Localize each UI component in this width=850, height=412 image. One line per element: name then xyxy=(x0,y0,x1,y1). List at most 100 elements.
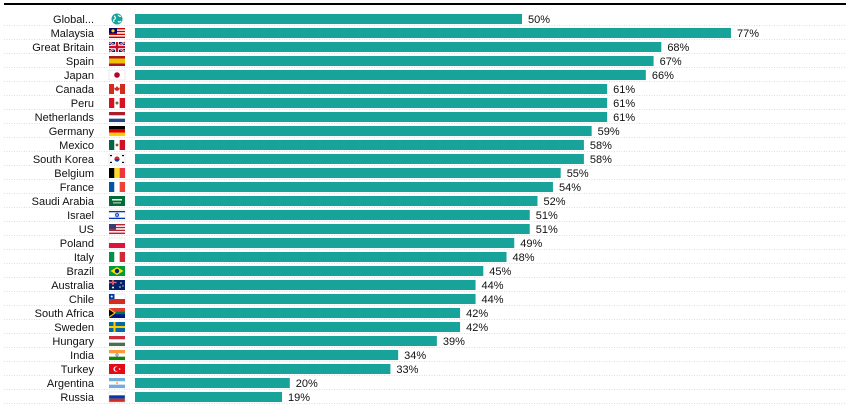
flag-italy-icon xyxy=(109,252,126,262)
category-label: Saudi Arabia xyxy=(32,196,95,208)
category-label: Sweden xyxy=(54,322,94,334)
chart-row-peru: Peru 61% xyxy=(4,98,846,110)
bar-mexico xyxy=(135,140,584,150)
chart-row-netherlands: Netherlands 61% xyxy=(4,112,846,124)
bar-israel xyxy=(135,210,530,220)
flag-sweden-icon xyxy=(109,322,125,332)
bar-australia xyxy=(135,280,476,290)
bar-netherlands xyxy=(135,112,608,122)
value-label: 20% xyxy=(296,378,318,390)
chart-row-israel: Israel 51% xyxy=(4,209,846,222)
value-label: 58% xyxy=(590,154,612,166)
flag-argentina-icon xyxy=(109,378,125,389)
chart-row-poland: Poland 49% xyxy=(4,237,846,250)
category-label: Russia xyxy=(60,392,95,404)
flag-japan-icon xyxy=(108,69,126,81)
category-label: Germany xyxy=(49,126,95,138)
category-label: Israel xyxy=(67,210,94,222)
value-label: 68% xyxy=(667,42,689,54)
chart-row-turkey: Turkey 33% xyxy=(4,364,846,376)
value-label: 45% xyxy=(489,266,511,278)
bar-hungary xyxy=(135,336,437,346)
flag-mexico-icon xyxy=(109,140,126,150)
value-label: 61% xyxy=(613,84,635,96)
category-label: US xyxy=(79,224,94,236)
category-label: Malaysia xyxy=(51,28,95,40)
category-label: Global... xyxy=(53,14,94,26)
category-label: Netherlands xyxy=(35,112,95,124)
flag-hungary-icon xyxy=(109,336,125,347)
chart-row-us: US 51% xyxy=(4,224,846,236)
category-label: Japan xyxy=(64,70,94,82)
chart-row-hungary: Hungary 39% xyxy=(4,336,846,348)
chart-row-malaysia: Malaysia 77% xyxy=(4,28,846,40)
bar-sweden xyxy=(135,322,461,332)
value-label: 39% xyxy=(443,336,465,348)
value-label: 51% xyxy=(536,210,558,222)
chart-row-south-africa: South Africa 42% xyxy=(4,308,846,320)
chart-row-mexico: Mexico 58% xyxy=(4,140,846,152)
category-label: South Korea xyxy=(33,154,95,166)
flag-russia-icon xyxy=(108,391,126,403)
bar-us xyxy=(135,224,530,234)
bar-chile xyxy=(135,294,476,304)
bar-poland xyxy=(135,238,515,248)
bar-south-korea xyxy=(135,154,584,164)
flag-us-icon xyxy=(109,224,125,235)
value-label: 51% xyxy=(536,224,558,236)
chart-row-saudi-arabia: Saudi Arabia 52% xyxy=(4,196,846,208)
value-label: 67% xyxy=(660,56,682,68)
flag-chile-icon xyxy=(108,293,126,305)
category-label: Hungary xyxy=(52,336,94,348)
chart-row-brazil: Brazil 45% xyxy=(4,266,846,278)
flag-great-britain-icon xyxy=(108,41,126,53)
chart-row-argentina: Argentina 20% xyxy=(4,378,846,390)
category-label: Peru xyxy=(71,98,94,110)
bar-global xyxy=(135,14,522,24)
bar-peru xyxy=(135,98,608,108)
chart-row-canada: Canada 61% xyxy=(4,84,846,96)
value-label: 34% xyxy=(404,350,426,362)
category-label: Belgium xyxy=(54,168,94,180)
bar-russia xyxy=(135,392,283,402)
chart-row-australia: Australia 44% xyxy=(4,280,846,292)
category-label: France xyxy=(60,182,94,194)
value-label: 44% xyxy=(482,294,504,306)
value-label: 66% xyxy=(652,70,674,82)
chart-row-south-korea: South Korea 58% xyxy=(4,153,846,166)
flag-south-korea-icon xyxy=(108,153,126,165)
category-label: Chile xyxy=(69,294,94,306)
value-label: 49% xyxy=(520,238,542,250)
flag-canada-icon xyxy=(109,84,126,94)
bar-turkey xyxy=(135,364,391,374)
category-label: Italy xyxy=(74,252,95,264)
flag-turkey-icon xyxy=(109,364,125,374)
category-label: Australia xyxy=(51,280,95,292)
category-label: Great Britain xyxy=(32,42,94,54)
bar-india xyxy=(135,350,399,360)
chart-row-belgium: Belgium 55% xyxy=(4,168,846,180)
flag-australia-icon xyxy=(109,280,125,290)
bar-germany xyxy=(135,126,592,136)
chart-row-japan: Japan 66% xyxy=(4,69,846,82)
category-label: Brazil xyxy=(66,266,94,278)
value-label: 33% xyxy=(396,364,418,376)
value-label: 42% xyxy=(466,308,488,320)
chart-row-spain: Spain 67% xyxy=(4,56,846,68)
flag-france-icon xyxy=(109,182,126,192)
value-label: 52% xyxy=(543,196,565,208)
value-label: 54% xyxy=(559,182,581,194)
bar-malaysia xyxy=(135,28,731,38)
category-label: South Africa xyxy=(35,308,95,320)
category-label: Turkey xyxy=(61,364,95,376)
flag-spain-icon xyxy=(109,56,125,66)
category-label: Canada xyxy=(55,84,94,96)
bar-spain xyxy=(135,56,654,66)
flag-germany-icon xyxy=(109,126,125,137)
flag-netherlands-icon xyxy=(109,112,125,123)
value-label: 42% xyxy=(466,322,488,334)
value-label: 61% xyxy=(613,112,635,124)
value-label: 44% xyxy=(482,280,504,292)
bar-brazil xyxy=(135,266,484,276)
bar-france xyxy=(135,182,553,192)
